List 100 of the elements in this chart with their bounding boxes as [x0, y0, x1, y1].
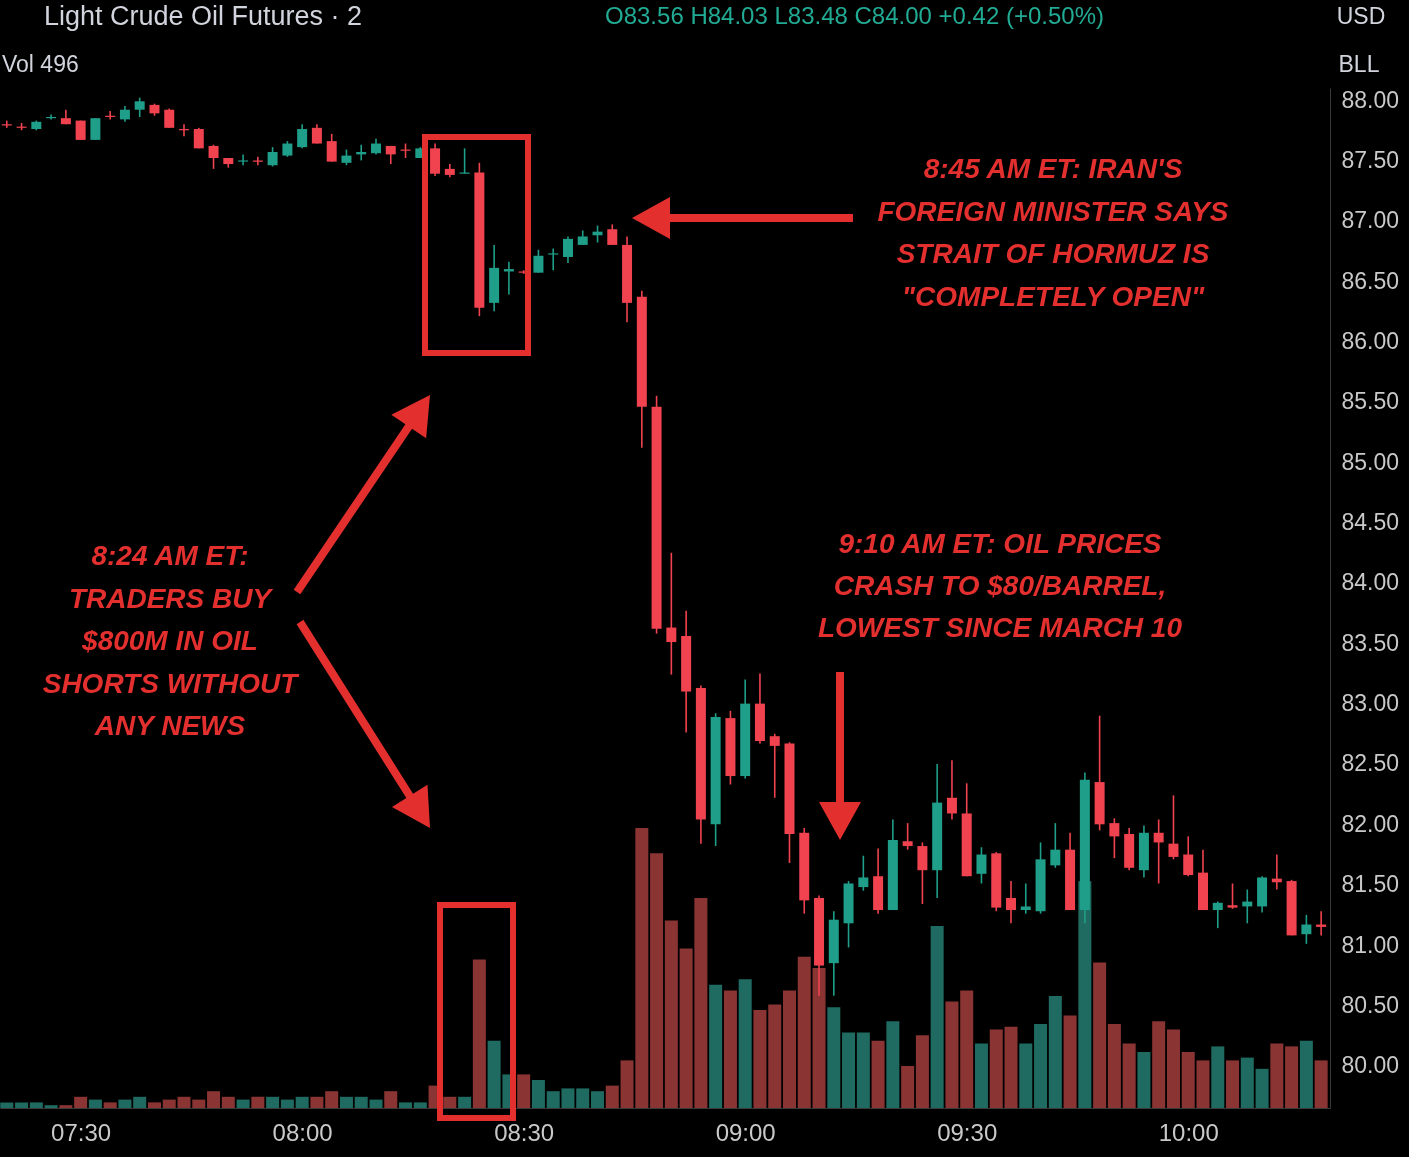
bar [871, 1040, 885, 1108]
bar [15, 1102, 29, 1108]
bar [399, 1102, 413, 1108]
bar [1285, 1046, 1299, 1108]
candlestick [1183, 835, 1194, 878]
bar [886, 1021, 900, 1108]
candlestick [134, 96, 145, 118]
x-tick-label: 07:30 [51, 1118, 112, 1146]
bar [310, 1096, 324, 1108]
candlestick [326, 133, 337, 163]
bar [88, 1099, 102, 1108]
candlestick [1050, 822, 1061, 869]
bar [664, 920, 678, 1108]
bar [29, 1102, 43, 1108]
text: Vol 496 [2, 51, 79, 77]
candlestick [238, 153, 249, 167]
bar [1034, 1024, 1048, 1108]
chart-title: Light Crude Oil Futures · 2 [44, 1, 363, 31]
bar [517, 1074, 531, 1108]
candlestick [976, 846, 987, 885]
bar [221, 1096, 235, 1108]
bar [842, 1032, 856, 1108]
candlestick [902, 822, 913, 851]
y-tick-label: 88.00 [1341, 86, 1400, 113]
y-tick-label: 84.00 [1341, 569, 1400, 596]
bar [1211, 1046, 1225, 1108]
bar [960, 990, 974, 1108]
bar [1019, 1043, 1033, 1108]
x-tick-label: 08:00 [272, 1118, 333, 1146]
bar [74, 1096, 88, 1108]
y-tick-label: 82.00 [1341, 810, 1400, 837]
candlestick [1153, 818, 1164, 885]
candlestick [607, 223, 618, 246]
bar [915, 1035, 929, 1108]
candlestick [267, 146, 278, 168]
bar [369, 1099, 383, 1108]
bar [1048, 996, 1062, 1108]
candlestick [1301, 914, 1312, 945]
bar [1299, 1040, 1313, 1108]
annotation: 9:10 AM ET: OIL PRICES CRASH TO $80/BARREL, LOWEST SINCE MARCH 10 [817, 528, 1183, 643]
x-tick-label: 08:30 [494, 1118, 555, 1146]
bar [1226, 1060, 1240, 1108]
bar [856, 1032, 870, 1108]
candlestick [164, 107, 175, 129]
y-tick-label: 83.00 [1341, 690, 1400, 717]
candlestick [548, 247, 559, 272]
y-tick-label: 81.50 [1341, 871, 1400, 898]
annotation: 8:45 AM ET: IRAN'S FOREIGN MINISTER SAYS STRAIT OF HORMUZ IS "COMPLETELY OPEN" [877, 153, 1229, 313]
bar [147, 1102, 161, 1108]
bar [605, 1085, 619, 1108]
y-tick-label: 85.50 [1341, 388, 1400, 415]
x-tick-label: 10:00 [1158, 1118, 1219, 1146]
y-tick-label: 80.50 [1341, 991, 1400, 1018]
y-tick-label: 85.00 [1341, 448, 1400, 475]
bar [576, 1088, 590, 1108]
bar [384, 1091, 398, 1108]
y-tick-label: 80.00 [1341, 1052, 1400, 1079]
chart-subtitle: O83.56 H84.03 L83.48 C84.00 +0.42 (+0.50%) [605, 2, 1105, 29]
bar [709, 984, 723, 1108]
bar [797, 956, 811, 1108]
y-tick-label: 87.00 [1341, 207, 1400, 234]
bar [413, 1102, 427, 1108]
bar [945, 1001, 959, 1108]
bar [723, 990, 737, 1108]
candlestick [311, 123, 322, 145]
bar [443, 1096, 457, 1108]
y-tick-label: 86.50 [1341, 267, 1400, 294]
y-tick-label: 82.50 [1341, 750, 1400, 777]
y-tick-label: 83.50 [1341, 629, 1400, 656]
candlestick [1227, 882, 1238, 910]
y-tick-label: 84.50 [1341, 509, 1400, 536]
bar [1093, 962, 1107, 1108]
bar [1107, 1024, 1121, 1108]
bar [768, 1004, 782, 1108]
candlestick [1109, 817, 1120, 859]
candlestick [858, 854, 869, 892]
bar [591, 1091, 605, 1108]
bar [251, 1096, 265, 1108]
bar [531, 1080, 545, 1108]
bar [192, 1099, 206, 1108]
bar [280, 1099, 294, 1108]
x-tick-label: 09:30 [937, 1118, 998, 1146]
bar [650, 853, 664, 1108]
bar [738, 979, 752, 1108]
bar [207, 1091, 221, 1108]
candlestick [90, 117, 101, 141]
bar [901, 1066, 915, 1108]
bar [753, 1010, 767, 1108]
bar [1166, 1029, 1180, 1108]
bar [59, 1105, 73, 1108]
candlestick [297, 123, 308, 150]
bar [118, 1099, 132, 1108]
candlestick [208, 143, 219, 170]
text: BLL [1338, 51, 1380, 77]
bar [325, 1091, 339, 1108]
bar [1255, 1068, 1269, 1108]
candlestick [533, 248, 544, 274]
bar [266, 1096, 280, 1108]
bar [1063, 1015, 1077, 1108]
bar [1004, 1026, 1018, 1108]
